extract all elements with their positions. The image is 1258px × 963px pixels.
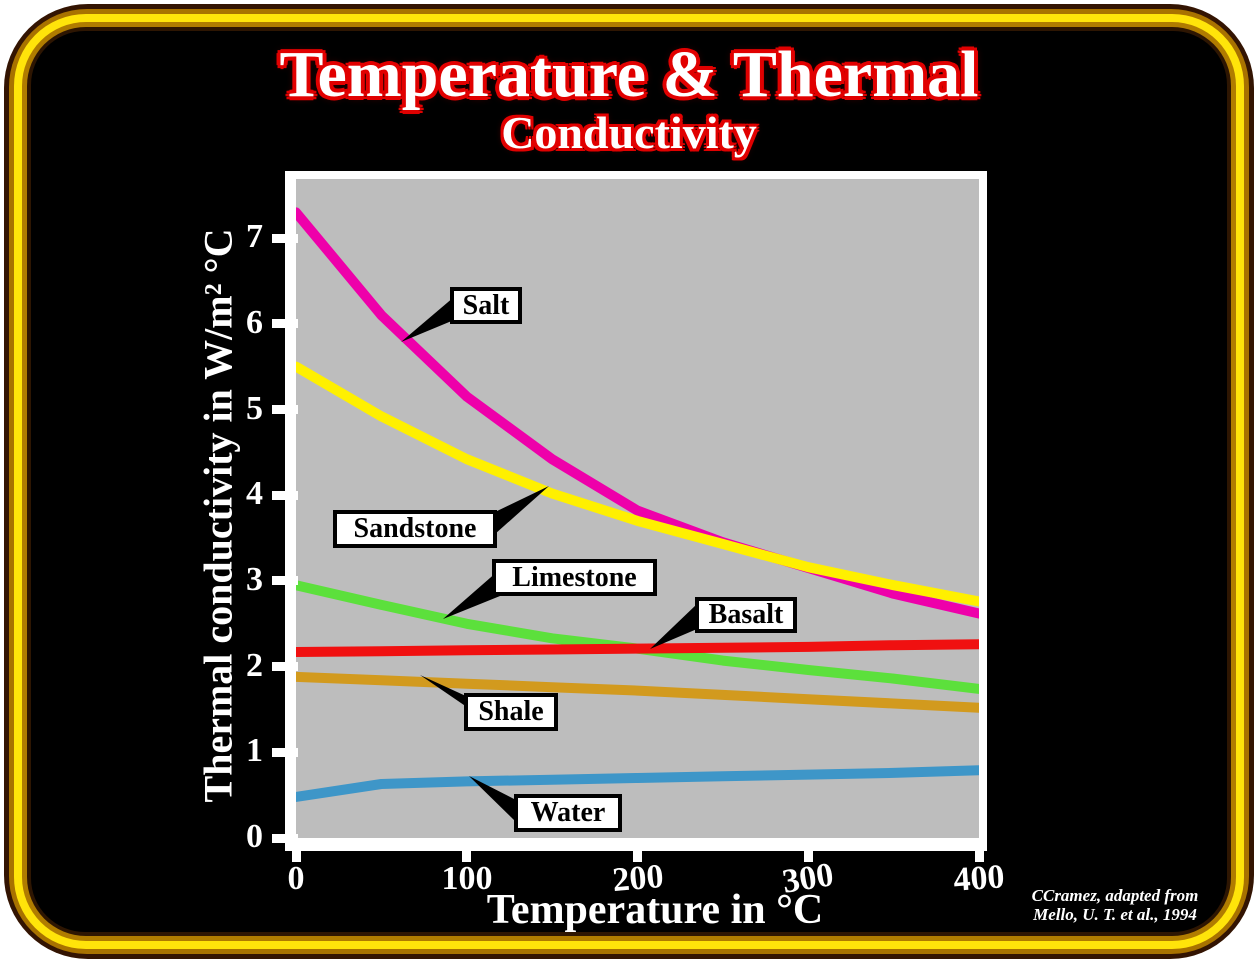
y-tick-mark-7	[272, 234, 298, 243]
slide-title-line1: Temperature & Thermal	[279, 38, 979, 111]
y-tick-mark-5	[272, 405, 298, 414]
callout-pointer-sandstone	[495, 486, 549, 534]
callout-label-salt: Salt	[450, 287, 522, 324]
slide-title-line2: Conductivity	[501, 107, 757, 158]
callout-label-limestone: Limestone	[492, 559, 657, 596]
chart-canvas	[296, 207, 979, 822]
x-tick-label-100: 100	[441, 860, 493, 897]
y-tick-label-1: 1	[246, 732, 263, 769]
y-axis-title: Thermal conductivity in W/m² °C	[195, 228, 241, 803]
y-tick-mark-0	[272, 834, 298, 843]
y-tick-mark-2	[272, 662, 298, 671]
y-tick-label-7: 7	[246, 218, 263, 255]
attribution-line2: Mello, U. T. et al., 1994	[1033, 905, 1197, 924]
x-tick-mark-200	[633, 840, 642, 862]
series-line-limestone	[296, 580, 979, 694]
x-tick-label-0: 0	[287, 860, 305, 897]
plot-frame	[285, 171, 987, 851]
y-tick-label-4: 4	[246, 475, 263, 512]
series-line-water	[296, 765, 979, 802]
plot-area	[296, 179, 979, 838]
y-tick-mark-6	[272, 319, 298, 328]
x-tick-mark-100	[462, 840, 471, 862]
y-tick-label-6: 6	[246, 304, 263, 341]
y-tick-mark-3	[272, 576, 298, 585]
callout-label-sandstone: Sandstone	[333, 510, 497, 548]
y-tick-label-0: 0	[246, 818, 263, 855]
x-axis-title: Temperature in °C	[486, 887, 824, 933]
y-tick-label-2: 2	[246, 647, 263, 684]
attribution: CCramez, adapted from Mello, U. T. et al…	[1005, 886, 1225, 924]
x-tick-mark-0	[292, 840, 301, 862]
callout-pointer-salt	[401, 297, 454, 342]
callout-label-shale: Shale	[464, 693, 558, 731]
y-tick-label-3: 3	[246, 561, 263, 598]
callout-pointer-water	[469, 776, 516, 822]
callout-pointer-basalt	[650, 604, 697, 649]
y-tick-mark-1	[272, 748, 298, 757]
series-line-salt	[296, 207, 979, 619]
y-tick-mark-4	[272, 491, 298, 500]
callout-label-water: Water	[514, 794, 622, 832]
x-tick-mark-400	[975, 840, 984, 862]
y-tick-label-5: 5	[246, 390, 263, 427]
callout-label-basalt: Basalt	[695, 597, 797, 633]
series-line-basalt	[296, 639, 979, 657]
series-line-sandstone	[296, 361, 979, 607]
x-tick-mark-300	[804, 840, 813, 862]
attribution-line1: CCramez, adapted from	[1031, 886, 1199, 905]
series-line-shale	[296, 671, 979, 713]
